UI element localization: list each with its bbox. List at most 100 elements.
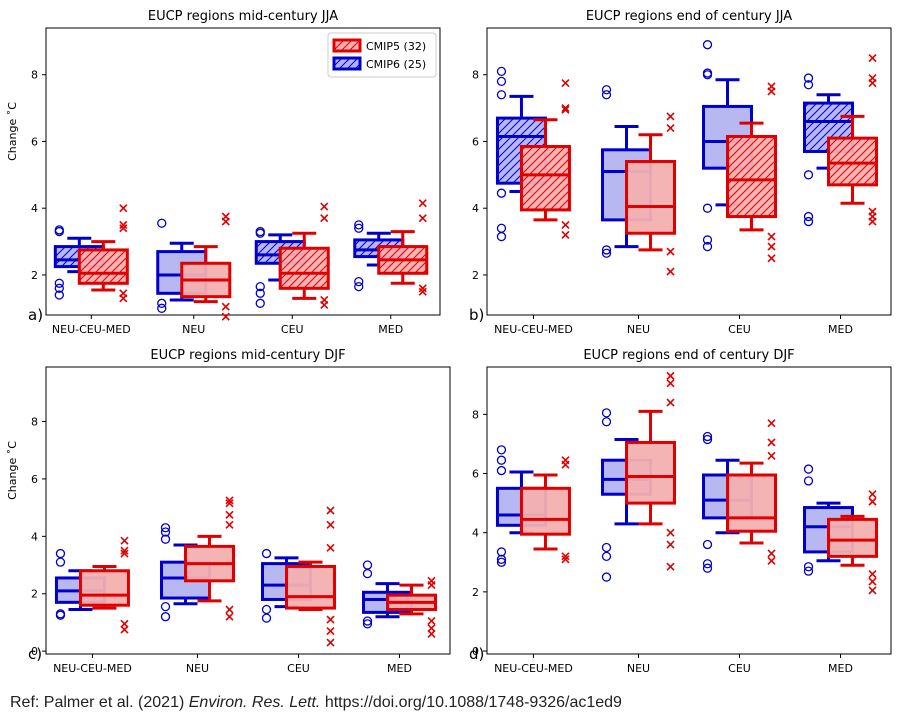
box-fill: [286, 566, 335, 609]
flier-point: [326, 626, 335, 636]
flier-point: [601, 417, 612, 427]
flier-point: [561, 552, 570, 561]
flier-point: [496, 445, 507, 455]
flier-point: [255, 281, 265, 292]
flier-point: [601, 248, 612, 258]
y-tick-label: 6: [472, 135, 479, 148]
box-outline: [285, 564, 336, 610]
flier-point: [157, 298, 167, 308]
flier-point: [767, 556, 776, 565]
flier-point: [561, 105, 570, 114]
chart-title: EUCP regions end of century DJF: [583, 348, 794, 363]
box-outline: [519, 144, 571, 212]
flier-point: [418, 214, 427, 223]
flier-point: [767, 549, 776, 558]
flier-point: [803, 464, 814, 474]
flier-point: [702, 431, 713, 442]
flier-point: [666, 379, 675, 388]
flier-point: [160, 534, 171, 544]
box-fill: [727, 474, 776, 532]
x-tick-label: MED: [378, 323, 403, 336]
y-axis-label: Change ˚C: [6, 441, 19, 500]
flier-point: [119, 224, 128, 233]
panel-label: d): [469, 645, 484, 663]
flier-point: [120, 549, 129, 558]
box-outline: [726, 134, 777, 219]
flier-point: [601, 245, 612, 255]
flier-point: [496, 465, 507, 476]
flier-point: [767, 451, 776, 460]
flier-point: [496, 455, 507, 465]
y-tick-label: 0: [31, 645, 38, 658]
chart-title: EUCP regions end of century JJA: [586, 9, 792, 24]
y-tick-label: 6: [31, 473, 38, 486]
flier-point: [868, 217, 877, 226]
x-tick-label: NEU-CEU-MED: [494, 323, 573, 336]
y-tick-label: 4: [31, 202, 38, 215]
box-cmip5-neu: [625, 371, 676, 571]
flier-point: [868, 78, 877, 88]
flier-point: [601, 408, 612, 418]
box-outline: [78, 569, 130, 607]
y-tick-label: 0: [472, 645, 479, 658]
flier-point: [320, 214, 329, 223]
flier-point: [868, 53, 877, 63]
y-tick-label: 8: [472, 408, 479, 421]
flier-point: [601, 542, 612, 553]
box-cmip5-ceu: [278, 202, 330, 310]
chart-panel-4: EUCP regions end of century DJF 0 2 4 6 8 NEU-…: [469, 348, 892, 675]
flier-point: [702, 563, 713, 573]
flier-point: [225, 605, 234, 614]
box-cmip5-ceu: [726, 419, 777, 565]
box-cmip5-neu-ceu-med: [519, 78, 571, 239]
flier-point: [54, 278, 64, 288]
flier-point: [362, 619, 373, 629]
reference-citation: Ref: Palmer et al. (2021) Environ. Res. …: [10, 694, 622, 712]
flier-point: [767, 438, 776, 447]
flier-point: [221, 312, 230, 321]
flier-point: [561, 230, 570, 239]
flier-point: [702, 70, 713, 80]
flier-point: [767, 254, 776, 263]
flier-point: [326, 638, 335, 647]
flier-point: [803, 562, 814, 572]
flier-point: [702, 539, 713, 550]
reference-doi: https://doi.org/10.1088/1748-9326/ac1ed9: [320, 694, 622, 711]
flier-point: [868, 586, 877, 595]
flier-point: [561, 220, 570, 229]
flier-point: [119, 220, 128, 229]
flier-point: [157, 218, 167, 228]
flier-point: [868, 497, 877, 506]
flier-point: [354, 220, 364, 230]
y-tick-label: 4: [31, 530, 38, 543]
legend-entry: CMIP6 (25): [366, 58, 426, 71]
x-tick-label: NEU: [182, 323, 205, 336]
chart-panel-1: EUCP regions mid-century JJA 2 4 6 8 NEU-CEU-…: [6, 9, 441, 336]
flier-point: [702, 559, 713, 569]
flier-point: [418, 287, 427, 296]
flier-point: [427, 581, 436, 590]
box-cmip5-med: [827, 53, 878, 226]
flier-point: [255, 298, 265, 308]
flier-point: [160, 612, 171, 622]
flier-point: [666, 112, 675, 121]
box-hatch: [280, 248, 329, 289]
flier-point: [119, 204, 128, 213]
flier-point: [803, 80, 814, 90]
flier-point: [803, 216, 814, 227]
x-tick-label: CEU: [728, 323, 751, 336]
flier-point: [666, 247, 675, 256]
box-cmip5-neu: [180, 212, 232, 321]
flier-point: [496, 231, 507, 242]
flier-point: [601, 572, 612, 582]
y-tick-label: 2: [472, 586, 479, 599]
chart-title: EUCP regions mid-century JJA: [148, 9, 338, 24]
box-hatch: [521, 146, 570, 210]
y-tick-label: 2: [31, 588, 38, 601]
flier-point: [496, 76, 507, 87]
flier-point: [666, 398, 675, 407]
box-cmip5-neu: [184, 496, 235, 621]
flier-point: [666, 124, 675, 133]
flier-point: [496, 554, 507, 564]
x-tick-label: NEU: [627, 662, 650, 675]
